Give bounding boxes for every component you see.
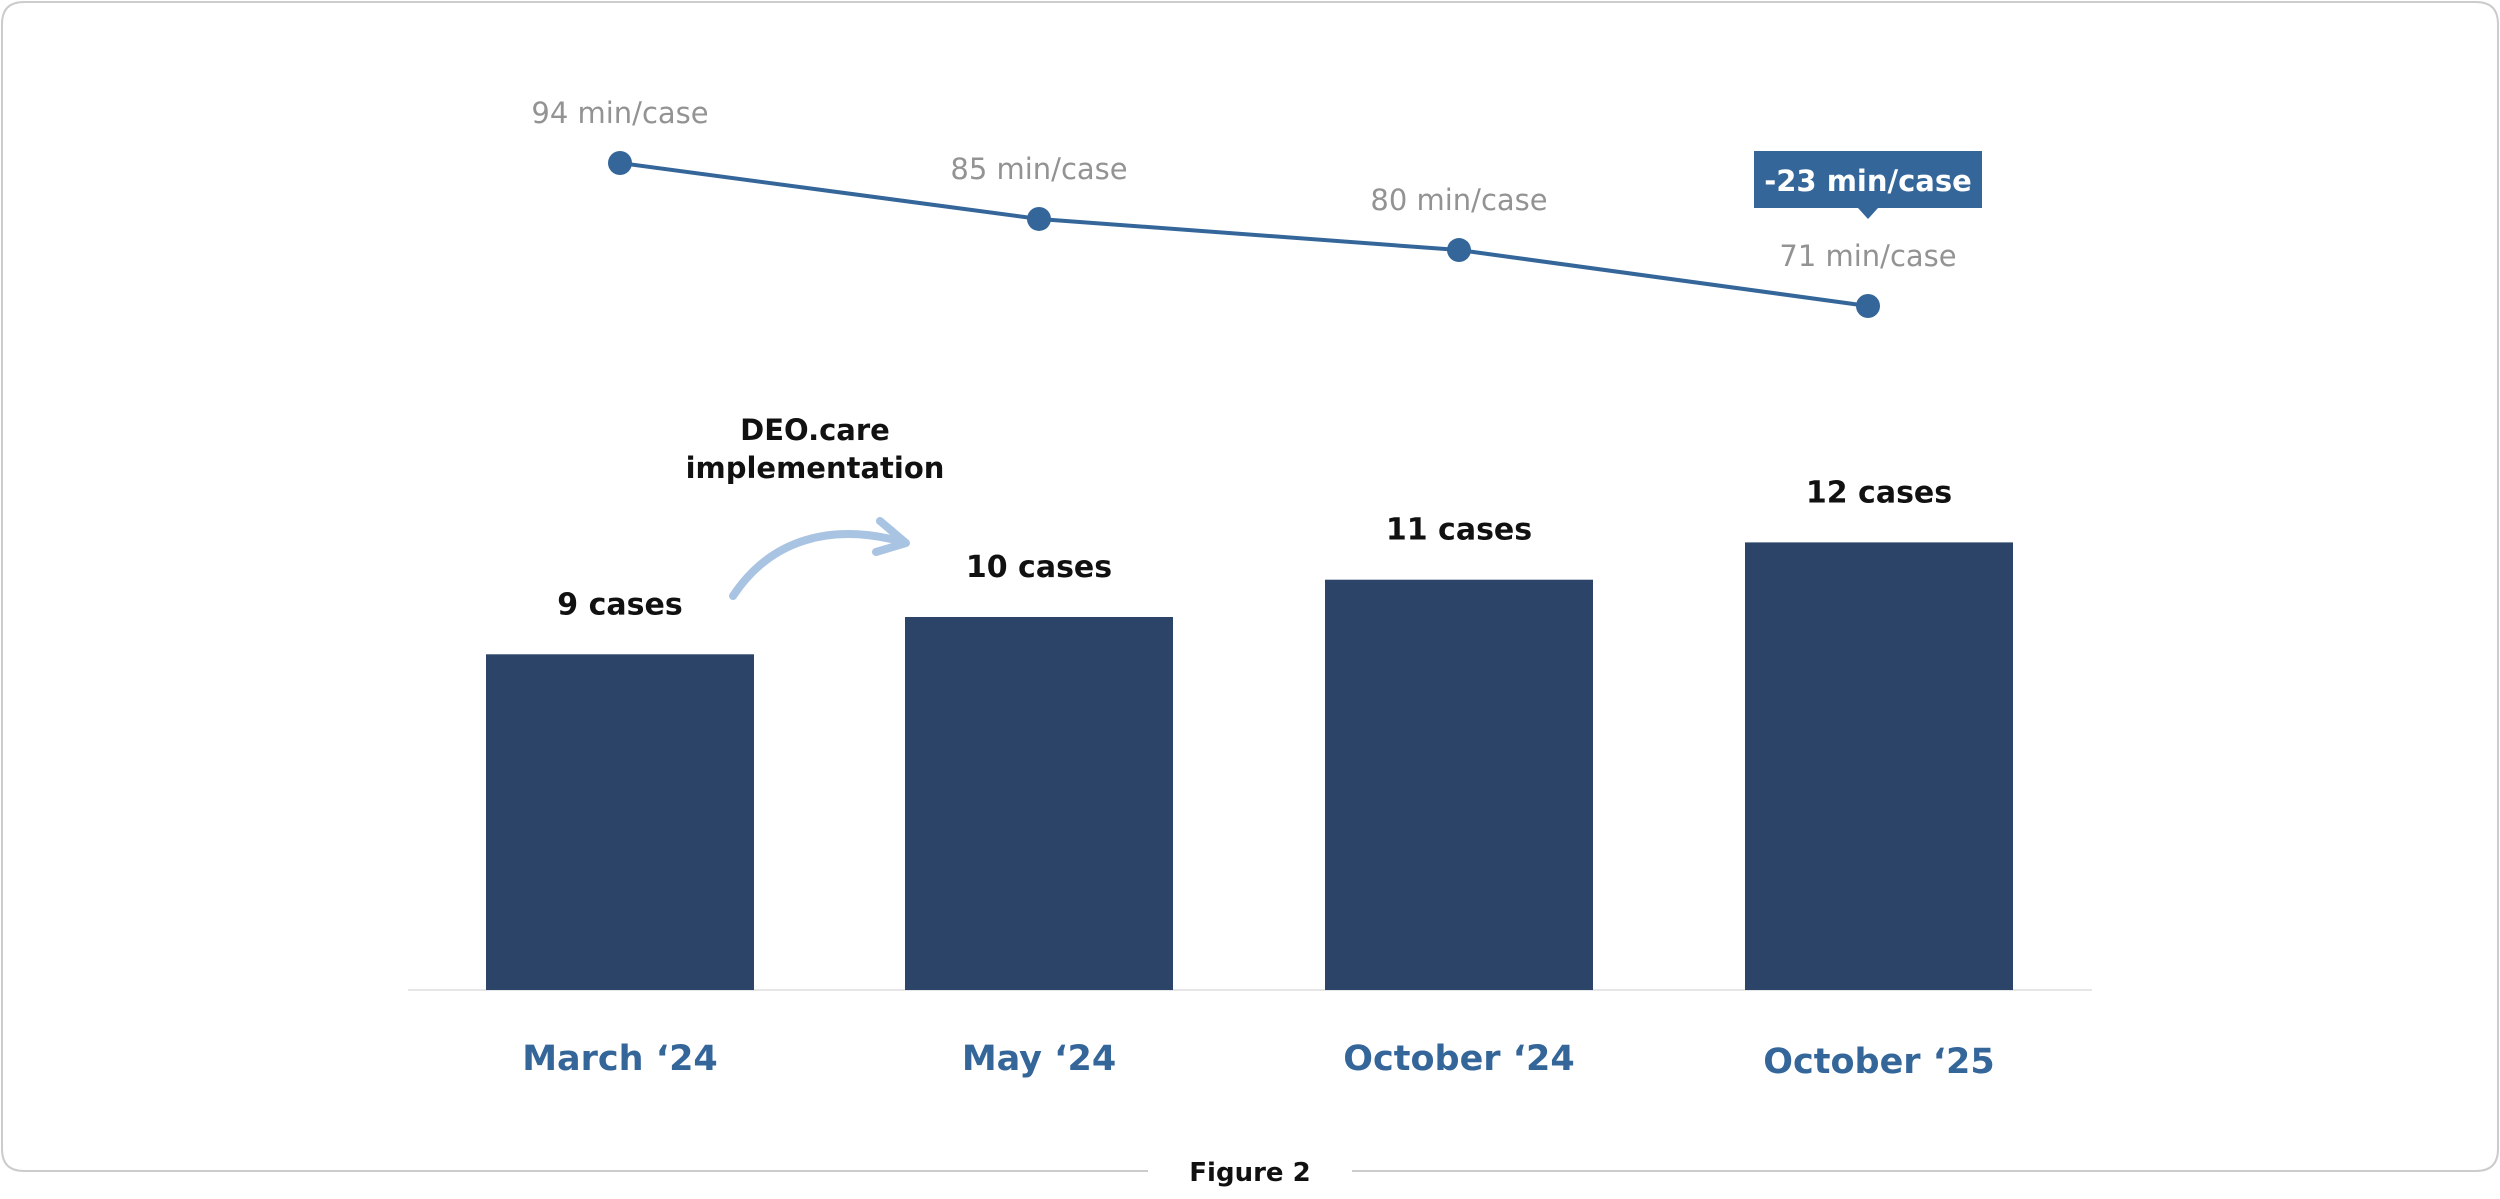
bar-2 — [905, 617, 1173, 990]
implementation-arrow-icon — [729, 530, 907, 600]
callout-pointer — [1858, 208, 1878, 219]
line-value-label-4: 71 min/case — [1779, 239, 1956, 273]
line-labels-layer: 94 min/case 85 min/case 80 min/case 71 min/… — [531, 96, 1956, 273]
line-point-3 — [1447, 238, 1471, 263]
line-layer — [608, 151, 1880, 318]
category-label-4: October ‘25 — [1763, 1042, 1995, 1082]
bars-layer — [486, 542, 2013, 990]
line-value-label-2: 85 min/case — [950, 152, 1127, 186]
bar-value-label-3: 11 cases — [1386, 513, 1532, 548]
bar-labels-layer: 9 cases 10 cases 11 cases 12 cases — [557, 475, 1952, 622]
bar-value-label-4: 12 cases — [1806, 475, 1952, 510]
line-point-1 — [608, 151, 632, 175]
line-point-2 — [1027, 206, 1051, 231]
implementation-annotation-line1: DEO.care — [740, 413, 890, 447]
bar-4 — [1745, 542, 2013, 990]
line-value-label-1: 94 min/case — [531, 96, 708, 130]
bar-3 — [1325, 579, 1593, 990]
bar-value-label-1: 9 cases — [557, 587, 682, 622]
implementation-annotation-line2: implementation — [686, 451, 945, 485]
reduction-callout: -23 min/case — [1754, 151, 1982, 219]
category-label-1: March ‘24 — [522, 1039, 718, 1079]
figure-caption: Figure 2 — [1189, 1158, 1310, 1188]
callout-box — [1754, 151, 1982, 208]
line-value-label-3: 80 min/case — [1370, 183, 1547, 217]
bar-value-label-2: 10 cases — [966, 550, 1112, 585]
category-label-3: October ‘24 — [1343, 1039, 1575, 1079]
min-per-case-line — [619, 161, 1869, 308]
implementation-arrowhead-icon — [872, 517, 910, 556]
figure-frame — [1, 1, 2499, 1172]
bar-1 — [486, 654, 754, 990]
category-label-2: May ‘24 — [962, 1039, 1116, 1079]
category-labels-layer: March ‘24 May ‘24 October ‘24 October ‘25 — [522, 1039, 1995, 1082]
line-point-4 — [1856, 294, 1880, 318]
callout-label: -23 min/case — [1764, 164, 1972, 198]
